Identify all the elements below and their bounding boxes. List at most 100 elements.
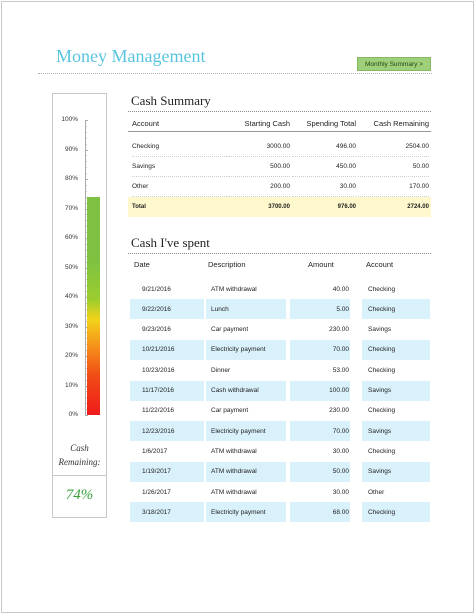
spent-date[interactable]: 9/23/2016	[142, 326, 171, 334]
spent-account[interactable]: Checking	[362, 299, 430, 320]
spent-amount[interactable]: 30.00	[332, 488, 349, 496]
spent-account[interactable]: Savings	[362, 421, 430, 442]
gauge-tick-label: 40%	[64, 293, 78, 300]
spent-description[interactable]: Electricity payment	[206, 502, 286, 523]
spent-date[interactable]: 10/21/2016	[130, 339, 204, 360]
summary-row: Other 200.00 30.00 170.00	[128, 177, 431, 197]
spent-description[interactable]: ATM withdrawal	[211, 488, 257, 496]
spent-amount[interactable]: 68.00	[290, 502, 350, 523]
gauge-minor-tick	[85, 403, 87, 405]
spent-date[interactable]: 1/26/2017	[142, 488, 171, 496]
spent-account[interactable]: Checking	[362, 339, 430, 360]
header-account: Account	[132, 119, 160, 128]
spent-account[interactable]: Savings	[362, 380, 430, 401]
summary-spending-total[interactable]: 30.00	[292, 177, 356, 197]
spent-description[interactable]: Dinner	[211, 366, 231, 374]
spent-description[interactable]: Cash withdrawal	[206, 380, 286, 401]
spent-description[interactable]: Car payment	[211, 326, 249, 334]
spent-amount[interactable]: 230.00	[329, 326, 349, 334]
gauge-minor-tick	[85, 155, 87, 157]
spent-amount[interactable]: 30.00	[332, 447, 349, 455]
summary-starting-cash[interactable]: 500.00	[228, 157, 290, 177]
spent-description[interactable]: ATM withdrawal	[211, 447, 257, 455]
spent-date[interactable]: 9/21/2016	[142, 285, 171, 293]
spent-date[interactable]: 10/23/2016	[142, 366, 175, 374]
summary-account[interactable]: Other	[132, 177, 227, 197]
gauge-minor-tick	[85, 409, 87, 411]
gauge-minor-tick	[85, 379, 87, 381]
header-starting-cash: Starting Cash	[244, 119, 290, 128]
spent-account[interactable]: Checking	[368, 407, 396, 415]
spent-date[interactable]: 12/23/2016	[130, 421, 204, 442]
spent-account[interactable]: Savings	[368, 326, 392, 334]
spent-description[interactable]: Electricity payment	[206, 339, 286, 360]
cash-spent-divider	[128, 253, 431, 254]
summary-spending-total[interactable]: 450.00	[292, 157, 356, 177]
gauge-tick-mark	[85, 208, 88, 210]
spent-description[interactable]: Electricity payment	[206, 421, 286, 442]
gauge-minor-tick	[85, 332, 87, 334]
summary-starting-cash[interactable]: 3000.00	[228, 137, 290, 157]
spent-description[interactable]: Car payment	[211, 407, 249, 415]
spent-date[interactable]: 3/18/2017	[130, 502, 204, 523]
spent-account[interactable]: Checking	[368, 447, 396, 455]
spent-date[interactable]: 11/22/2016	[142, 407, 175, 415]
gauge-minor-tick	[85, 143, 87, 145]
spent-amount[interactable]: 50.00	[290, 461, 350, 482]
spent-account[interactable]: Checking	[368, 285, 396, 293]
spent-description[interactable]: ATM withdrawal	[211, 285, 257, 293]
gauge-minor-tick	[85, 273, 87, 275]
spent-description[interactable]: ATM withdrawal	[206, 461, 286, 482]
total-starting-cash: 3700.00	[268, 204, 290, 210]
gauge-tick-label: 10%	[64, 381, 78, 389]
spent-account[interactable]: Savings	[362, 461, 430, 482]
spent-amount[interactable]: 5.00	[290, 299, 350, 320]
spent-account[interactable]: Checking	[362, 502, 430, 523]
summary-cash-remaining[interactable]: 2504.00	[358, 137, 429, 157]
spent-amount[interactable]: 230.00	[329, 407, 349, 415]
gauge-minor-tick	[85, 285, 87, 287]
header-description: Description	[208, 259, 246, 269]
summary-account[interactable]: Savings	[132, 157, 227, 177]
gauge-minor-tick	[85, 255, 87, 257]
spent-row: 9/23/2016 Car payment 230.00 Savings	[128, 320, 431, 340]
summary-account[interactable]: Checking	[132, 137, 227, 157]
gauge-tick-label: 80%	[64, 175, 78, 182]
gauge-minor-tick	[85, 361, 87, 363]
spent-amount[interactable]: 70.00	[290, 339, 350, 360]
summary-cash-remaining[interactable]: 170.00	[358, 177, 429, 197]
spent-amount[interactable]: 100.00	[290, 380, 350, 401]
total-cash-remaining: 2724.00	[407, 204, 429, 210]
spent-account[interactable]: Other	[368, 488, 385, 496]
cash-spent-header: Date Description Amount Account	[128, 256, 431, 272]
gauge-caption-line2: Remaining:	[58, 457, 101, 467]
spent-row: 9/22/2016 Lunch 5.00 Checking	[128, 299, 431, 320]
gauge-minor-tick	[85, 314, 87, 316]
gauge-minor-tick	[85, 214, 87, 216]
spent-description[interactable]: Lunch	[206, 299, 286, 320]
summary-spending-total[interactable]: 496.00	[292, 137, 356, 157]
summary-cash-remaining[interactable]: 50.00	[358, 157, 429, 177]
spent-amount[interactable]: 53.00	[332, 366, 349, 374]
spent-date[interactable]: 11/17/2016	[130, 380, 204, 401]
gauge-tick-mark	[85, 179, 88, 180]
spent-amount[interactable]: 70.00	[290, 421, 350, 442]
gauge-tick-label: 50%	[64, 263, 78, 271]
spent-date[interactable]: 1/19/2017	[130, 461, 204, 482]
gauge-minor-tick	[85, 391, 87, 393]
gauge-minor-tick	[85, 220, 87, 222]
summary-starting-cash[interactable]: 200.00	[228, 177, 290, 197]
gauge-tick-label: 90%	[64, 145, 78, 153]
total-label: Total	[132, 204, 146, 210]
monthly-summary-button[interactable]: Monthly Summary >	[357, 57, 431, 71]
gauge-minor-tick	[85, 338, 87, 340]
spent-account[interactable]: Checking	[368, 366, 396, 374]
spent-date[interactable]: 9/22/2016	[130, 299, 204, 320]
gauge-minor-tick	[85, 308, 87, 310]
gauge-tick-mark	[85, 415, 88, 416]
spent-amount[interactable]: 40.00	[332, 285, 349, 293]
spent-date[interactable]: 1/6/2017	[142, 447, 168, 455]
cash-remaining-bar	[87, 196, 100, 415]
gauge-minor-tick	[85, 350, 87, 352]
gauge-minor-tick	[85, 249, 87, 251]
